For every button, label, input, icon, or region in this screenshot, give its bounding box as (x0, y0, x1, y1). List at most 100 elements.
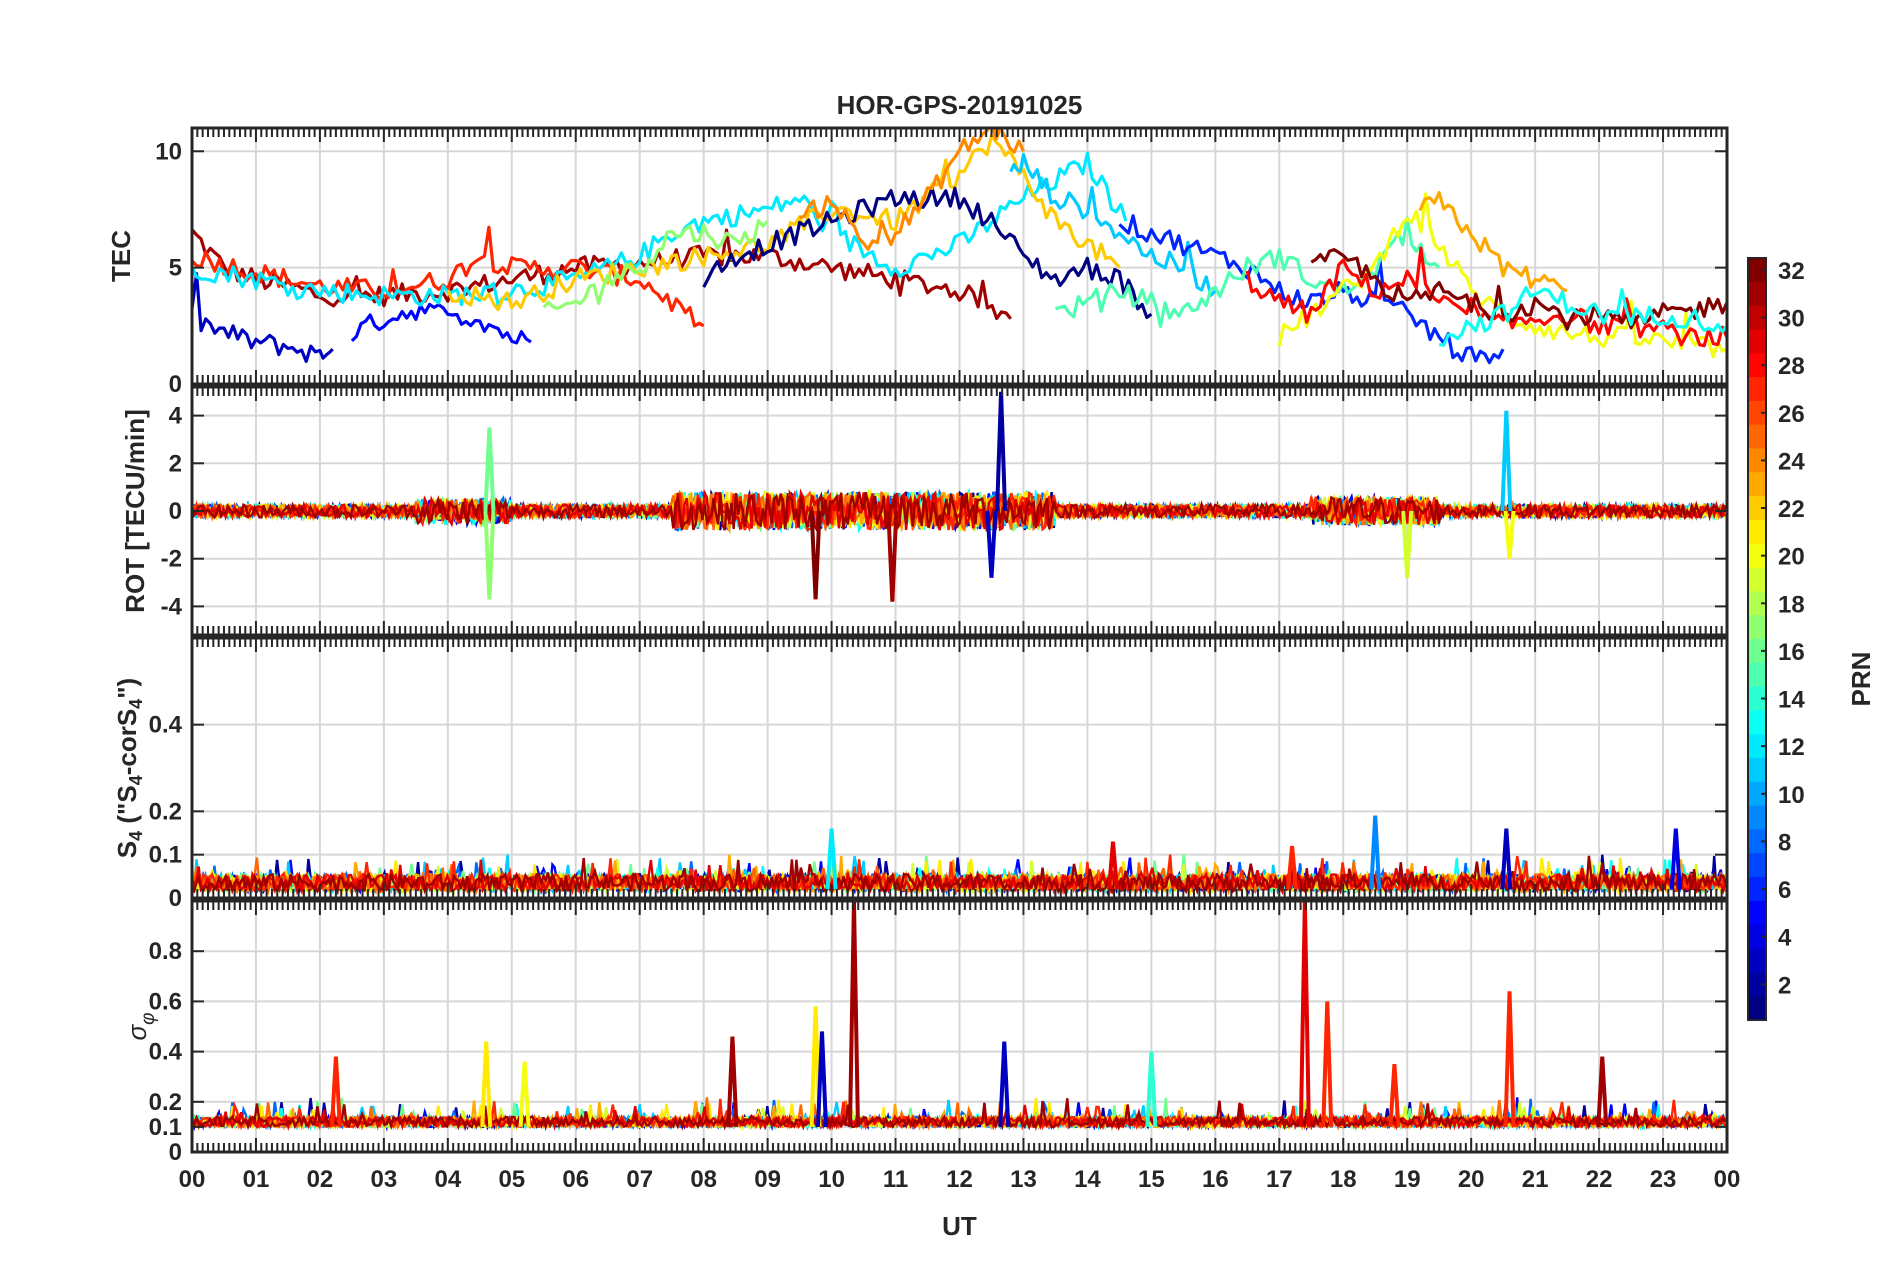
colorbar-tick-label: 30 (1778, 306, 1805, 333)
panel-3-x-ticks (191, 638, 1728, 898)
colorbar-tick-label: 6 (1778, 877, 1791, 904)
panel-1-ylabel: TEC (106, 230, 136, 282)
colorbar-segment (1748, 258, 1766, 283)
colorbar-segment (1748, 924, 1766, 950)
y-tick-label: -4 (161, 593, 183, 620)
spike-prn-27 (329, 1056, 342, 1128)
colorbar-tick-label: 26 (1778, 401, 1805, 428)
y-tick-label: 10 (155, 138, 182, 165)
spike-prn-4 (1669, 828, 1682, 890)
colorbar-segment (1748, 400, 1766, 426)
tec-series-prn-23 (1418, 191, 1568, 293)
chart-title: HOR-GPS-20191025 (837, 90, 1083, 120)
y-tick-label: 0.1 (149, 1114, 182, 1141)
y-tick-label: 2 (169, 450, 182, 477)
y-tick-label: 0 (169, 885, 182, 912)
y-tick-label: 0 (169, 498, 182, 525)
y-tick-label: 5 (169, 255, 182, 282)
x-tick-label: 16 (1202, 1166, 1229, 1193)
x-tick-label: 00 (1714, 1166, 1741, 1193)
y-tick-label: 0.1 (149, 842, 182, 869)
panel-1-x-ticks (191, 128, 1728, 384)
ylabel-part: -corS (112, 709, 142, 775)
ylabel-part: ("S (112, 785, 142, 831)
spike-prn-31 (726, 1036, 739, 1127)
colorbar-label: PRN (1846, 652, 1876, 707)
ylabel-part: ") (112, 678, 142, 699)
colorbar-segment (1748, 496, 1766, 521)
x-tick-label: 18 (1330, 1166, 1357, 1193)
colorbar-segment (1748, 329, 1766, 354)
ylabel-part: 4 (126, 699, 146, 709)
x-tick-label: 07 (626, 1166, 653, 1193)
x-axis: 00 01 02 03 04 05 06 07 08 09 10 11 12 13 14 15 16 17 18 19… (179, 1166, 1741, 1193)
colorbar-segment (1748, 472, 1766, 497)
colorbar-tick-label: 28 (1778, 353, 1805, 380)
x-axis-label: UT (942, 1211, 977, 1241)
noise-series-prn-31 (192, 855, 1727, 896)
panel-4-data (192, 901, 1727, 1132)
colorbar-tick-label: 8 (1778, 829, 1791, 856)
spike-prn-17 (483, 510, 496, 600)
y-tick-label: 0.8 (149, 938, 182, 965)
y-tick-label: 0.2 (149, 798, 182, 825)
panel-2: -4 -2 0 2 4 ROT [TECU/min] (120, 385, 1729, 637)
spike-prn-16 (483, 427, 496, 512)
colorbar-segment (1748, 758, 1766, 783)
ylabel-part: 4 (126, 775, 146, 785)
x-tick-label: 00 (179, 1166, 206, 1193)
y-tick-label: 0.6 (149, 988, 182, 1015)
noise-series-prn-31 (192, 1098, 1727, 1132)
colorbar-segment (1748, 281, 1766, 307)
colorbar-segment (1748, 781, 1766, 807)
colorbar-segment (1748, 615, 1766, 640)
spike-prn-2 (995, 391, 1008, 512)
x-tick-label: 11 (883, 1166, 908, 1193)
x-tick-label: 02 (307, 1166, 334, 1193)
spike-prn-12 (825, 828, 838, 890)
colorbar-tick-label: 24 (1778, 448, 1805, 475)
tec-series-prn-3 (192, 272, 334, 363)
panel-2-data (192, 391, 1727, 602)
colorbar-segment (1748, 639, 1766, 664)
colorbar-segment (1748, 948, 1766, 973)
panel-2-x-ticks (191, 387, 1728, 635)
tec-series-prn-5 (350, 302, 532, 345)
tec-series-prn-32 (1310, 248, 1727, 331)
colorbar-segment (1748, 900, 1766, 926)
colorbar-tick-label: 14 (1778, 687, 1805, 714)
y-tick-label: 0.2 (149, 1089, 182, 1116)
tec-series-prn-22 (446, 133, 1121, 312)
spike-prn-21 (480, 1041, 493, 1127)
spike-prn-27 (1503, 991, 1516, 1127)
y-tick-label: 0 (169, 371, 182, 398)
noise-series-prn-27 (192, 489, 1727, 533)
spike-prn-29 (1298, 901, 1311, 1127)
tec-series-prn-31 (192, 228, 1012, 321)
x-tick-label: 23 (1650, 1166, 1677, 1193)
colorbar-segment (1748, 972, 1766, 997)
spike-prn-32 (809, 510, 822, 600)
y-tick-label: 4 (169, 403, 183, 430)
spike-prn-14 (1145, 1051, 1158, 1128)
panel-1: 0 5 10 TEC (106, 126, 1729, 398)
colorbar-segment (1748, 424, 1766, 450)
x-tick-label: 10 (818, 1166, 845, 1193)
spike-prn-31 (1596, 1056, 1609, 1128)
tec-series-prn-12 (192, 151, 1128, 307)
spike-prn-31 (886, 510, 899, 602)
tec-series-prn-11 (1009, 152, 1217, 297)
y-tick-label: -2 (161, 546, 182, 573)
panel-4: 00.10.2 0.4 0.6 0.8 σφ (122, 899, 1729, 1166)
spike-prn-27 (1286, 845, 1299, 890)
colorbar-tick-label: 20 (1778, 544, 1805, 571)
x-tick-label: 04 (434, 1166, 461, 1193)
ylabel-part: S (112, 841, 142, 858)
colorbar-segment (1748, 853, 1766, 878)
x-tick-label: 12 (946, 1166, 973, 1193)
panel-4-x-ticks (191, 901, 1728, 1152)
spike-prn-3 (1500, 828, 1513, 890)
